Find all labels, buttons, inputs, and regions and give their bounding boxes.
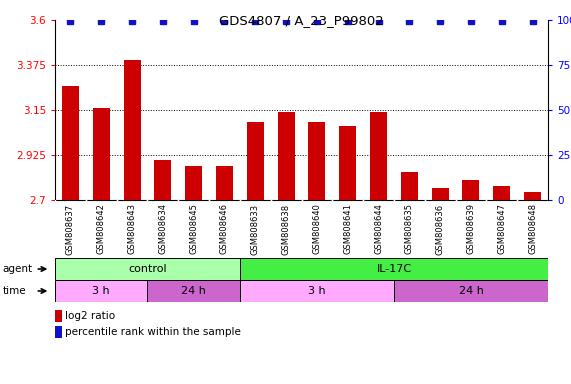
Bar [154,160,171,200]
Bar [394,280,548,302]
Text: GSM808636: GSM808636 [436,204,445,255]
Text: GSM808637: GSM808637 [66,204,75,255]
Text: control: control [128,264,167,274]
Text: GSM808647: GSM808647 [497,204,506,255]
Text: 24 h: 24 h [459,286,484,296]
Text: log2 ratio: log2 ratio [65,311,115,321]
Bar [240,258,548,280]
Text: 3 h: 3 h [308,286,325,296]
Bar [432,188,449,200]
Text: GSM808639: GSM808639 [467,204,476,255]
Text: agent: agent [3,264,33,274]
Text: GSM808645: GSM808645 [189,204,198,255]
Bar [147,280,240,302]
Bar [55,280,147,302]
Text: IL-17C: IL-17C [376,264,412,274]
Text: time: time [3,286,26,296]
Bar [278,112,295,200]
Bar [62,86,79,200]
Bar [247,122,264,200]
Bar [123,60,140,200]
Text: 3 h: 3 h [93,286,110,296]
Bar [216,166,233,200]
Bar [93,108,110,200]
Text: GSM808640: GSM808640 [312,204,321,255]
Text: GSM808648: GSM808648 [528,204,537,255]
Text: GSM808641: GSM808641 [343,204,352,255]
Text: GSM808642: GSM808642 [96,204,106,255]
Bar [308,122,325,200]
Bar [370,112,387,200]
Text: GSM808643: GSM808643 [127,204,136,255]
Text: GSM808634: GSM808634 [158,204,167,255]
Bar [493,186,510,200]
Text: GDS4807 / A_23_P99802: GDS4807 / A_23_P99802 [219,14,384,27]
Text: GSM808646: GSM808646 [220,204,229,255]
Bar [401,172,418,200]
Text: 24 h: 24 h [181,286,206,296]
Text: GSM808635: GSM808635 [405,204,414,255]
Text: GSM808638: GSM808638 [282,204,291,255]
Bar [55,258,240,280]
Bar [463,180,480,200]
Text: GSM808644: GSM808644 [374,204,383,255]
Text: GSM808633: GSM808633 [251,204,260,255]
Bar [240,280,394,302]
Text: percentile rank within the sample: percentile rank within the sample [65,327,241,337]
Bar [339,126,356,200]
Bar [185,166,202,200]
Bar [524,192,541,200]
